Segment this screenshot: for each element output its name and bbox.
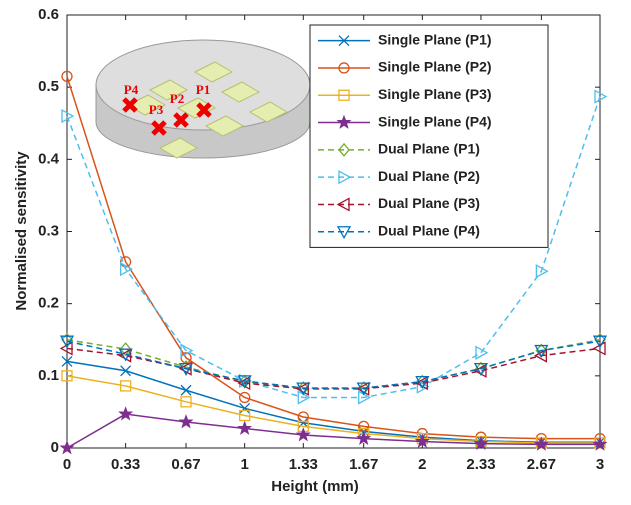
y-tick-label: 0.5	[38, 78, 59, 95]
legend-label: Dual Plane (P4)	[378, 222, 480, 238]
legend-label: Single Plane (P1)	[378, 31, 492, 47]
legend-label: Single Plane (P4)	[378, 113, 492, 129]
y-tick-label: 0.6	[38, 6, 59, 23]
marker	[475, 345, 489, 360]
marker	[180, 360, 192, 375]
marker	[534, 348, 548, 363]
legend-label: Single Plane (P3)	[378, 86, 492, 102]
marker	[592, 335, 608, 349]
marker	[61, 355, 73, 367]
series-line	[66, 375, 600, 444]
marker	[239, 391, 251, 404]
marker	[178, 414, 194, 429]
marker	[356, 381, 370, 396]
marker	[180, 352, 192, 364]
x-tick-label: 1	[240, 456, 248, 473]
marker	[237, 420, 253, 435]
y-tick-label: 0.3	[38, 222, 59, 239]
marker	[119, 342, 132, 357]
marker	[180, 396, 192, 408]
marker	[61, 70, 73, 82]
marker	[61, 108, 75, 124]
marker	[594, 89, 608, 104]
y-axis-label: Normalised sensitivity	[13, 151, 30, 311]
inset-label: P1	[196, 82, 210, 97]
y-tick-label: 0	[51, 439, 59, 456]
series-line	[66, 347, 601, 390]
x-tick-label: 2.33	[466, 456, 495, 473]
inset-label: P2	[170, 91, 184, 106]
inset-cross	[151, 120, 167, 136]
marker	[120, 365, 132, 377]
x-tick-label: 0	[63, 456, 71, 473]
marker	[239, 409, 251, 422]
marker	[180, 384, 192, 396]
legend-box	[309, 24, 549, 248]
y-tick-label: 0.4	[38, 150, 60, 167]
marker	[119, 380, 132, 392]
marker	[119, 261, 133, 277]
legend-label: Dual Plane (P3)	[378, 195, 480, 211]
inset-label: P3	[149, 102, 164, 117]
marker	[336, 114, 352, 129]
inset-cross	[122, 97, 138, 113]
inset-cross	[173, 112, 189, 128]
marker	[338, 62, 350, 74]
marker	[59, 335, 75, 349]
marker	[118, 406, 134, 421]
marker	[356, 382, 371, 396]
x-axis-label: Height (mm)	[271, 478, 359, 495]
marker	[296, 382, 311, 396]
x-tick-label: 2	[418, 456, 426, 473]
x-tick-label: 0.67	[171, 456, 200, 473]
marker	[178, 361, 192, 376]
inset-image	[95, 39, 311, 159]
series-line	[66, 340, 601, 389]
marker	[473, 435, 489, 451]
series-line	[66, 339, 601, 389]
marker	[180, 343, 194, 358]
x-tick-label: 1.33	[289, 456, 318, 473]
marker	[534, 344, 549, 358]
inset-cross	[196, 102, 212, 118]
marker	[61, 370, 73, 382]
y-tick-label: 0.2	[38, 295, 59, 312]
marker	[338, 89, 350, 101]
marker	[592, 436, 608, 451]
series-line	[66, 413, 600, 449]
marker	[119, 256, 132, 268]
x-tick-label: 1.67	[349, 456, 378, 473]
marker	[338, 142, 350, 157]
series-line	[66, 96, 601, 399]
marker	[178, 362, 194, 376]
marker	[338, 35, 350, 47]
y-tick-label: 0.1	[38, 367, 59, 384]
legend-label: Dual Plane (P2)	[378, 168, 480, 184]
legend-label: Dual Plane (P1)	[378, 141, 480, 157]
marker	[415, 375, 430, 389]
x-tick-label: 2.67	[527, 456, 556, 473]
marker	[239, 373, 253, 388]
marker	[356, 430, 372, 445]
marker	[295, 381, 309, 396]
marker	[416, 379, 430, 394]
legend-label: Single Plane (P2)	[378, 59, 492, 75]
marker	[338, 170, 352, 185]
marker	[59, 440, 75, 455]
marker	[535, 264, 549, 279]
marker	[118, 348, 133, 362]
marker	[414, 433, 430, 448]
marker	[295, 427, 311, 442]
marker	[336, 226, 352, 240]
x-tick-label: 0.33	[111, 456, 140, 473]
inset-label: P4	[124, 82, 139, 97]
marker	[336, 197, 350, 212]
marker	[239, 402, 251, 414]
x-tick-label: 3	[596, 456, 604, 473]
marker	[533, 436, 549, 451]
marker	[237, 375, 252, 389]
marker	[473, 362, 489, 376]
